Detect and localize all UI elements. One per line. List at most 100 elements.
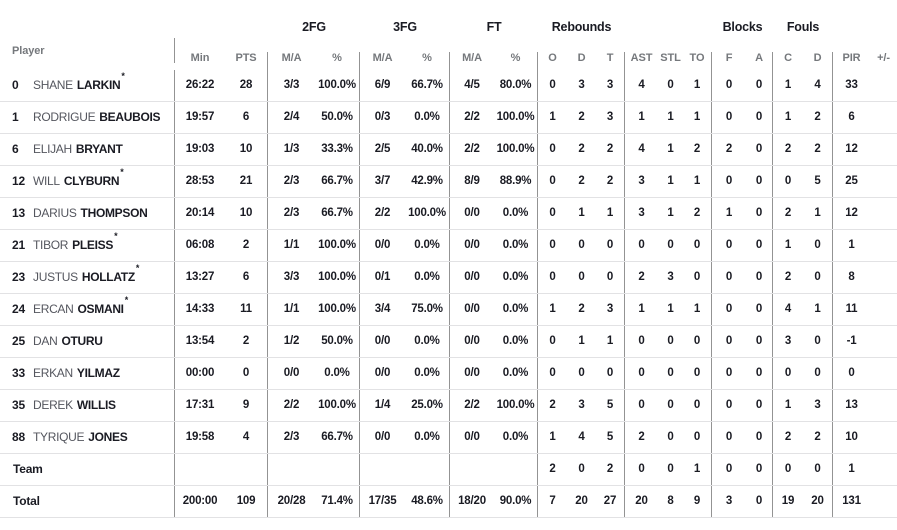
stat-blocks-for: 0 [725, 271, 733, 283]
player-cell: 21 TIBOR PLEISS* [0, 230, 175, 261]
stat-min [175, 454, 225, 485]
jersey-number: 12 [12, 174, 25, 188]
player-cell: 1 RODRIGUE BEAUBOIS [0, 102, 175, 133]
player-first-name: DAN [33, 334, 58, 348]
stat-rebound-offensive: 0 [549, 239, 556, 251]
stat-2fg-made-attempted: 1/1 [283, 303, 300, 315]
stat-rebound-total: 0 [596, 230, 625, 261]
stat-plus-minus [870, 486, 897, 517]
column-header-stl: STL [660, 52, 681, 64]
stat-min: 00:00 [185, 367, 215, 379]
stat-fouls-committed: 3 [784, 335, 792, 347]
stat-2fg-made-attempted [268, 454, 315, 485]
stat-min: 06:08 [185, 239, 215, 251]
stat-3fg-made-attempted: 0/0 [374, 335, 391, 347]
stat-rebound-defensive: 0 [578, 271, 585, 283]
column-header-reb-t: T [596, 52, 625, 70]
group-header-ft: FT [486, 20, 502, 34]
stat-3fg-made-attempted: 1/4 [374, 399, 391, 411]
stat-rebound-total: 2 [596, 454, 625, 485]
stat-2fg-made-attempted: 1/1 [283, 239, 300, 251]
stat-steals: 1 [667, 143, 674, 155]
player-row: 13 DARIUS THOMPSON 20:14 10 2/3 66.7% 2/2 100.0%… [0, 198, 897, 230]
stat-pts: 2 [225, 230, 268, 261]
player-cell: 23 JUSTUS HOLLATZ* [0, 262, 175, 293]
stat-ft-made-attempted: 2/2 [464, 111, 480, 123]
stat-steals: 3 [667, 271, 674, 283]
player-cell: 12 WILL CLYBURN* [0, 166, 175, 197]
stat-ft-made-attempted: 0/0 [464, 271, 480, 283]
stat-pts: 28 [225, 70, 268, 101]
player-first-name: DEREK [33, 398, 73, 412]
stat-fouls-committed: 0 [784, 175, 792, 187]
stat-2fg-made-attempted: 3/3 [283, 79, 300, 91]
stat-assists: 0 [638, 367, 645, 379]
stat-blocks-for: 0 [725, 399, 733, 411]
stat-assists: 1 [638, 111, 645, 123]
stat-min: 17:31 [185, 399, 215, 411]
stat-rebound-defensive: 0 [578, 239, 585, 251]
player-first-name: SHANE [33, 78, 73, 92]
stat-ft-percent: 100.0% [494, 102, 538, 133]
stat-3fg-made-attempted: 2/5 [374, 143, 391, 155]
stat-blocks-for: 0 [725, 367, 733, 379]
stat-rebound-offensive: 0 [549, 79, 556, 91]
player-last-name: JONES [88, 430, 128, 444]
stat-blocks-against: 0 [746, 454, 773, 485]
player-last-name: PLEISS [72, 238, 114, 252]
starter-marker: * [121, 71, 125, 81]
stat-fouls-drawn: 1 [803, 198, 833, 229]
stat-pir: 25 [845, 175, 858, 187]
column-header-2fg-pct: % [315, 52, 360, 70]
stat-2fg-percent: 33.3% [315, 134, 360, 165]
stat-turnovers: 0 [683, 326, 712, 357]
jersey-number: 23 [12, 270, 25, 284]
stat-pts: 10 [225, 134, 268, 165]
stat-2fg-percent: 66.7% [315, 422, 360, 453]
stat-rebound-defensive: 2 [578, 111, 585, 123]
stat-3fg-made-attempted: 0/0 [374, 239, 391, 251]
stat-min: 28:53 [185, 175, 215, 187]
stat-blocks-for: 0 [725, 431, 733, 443]
stat-pts: 2 [225, 326, 268, 357]
stat-blocks-against: 0 [746, 358, 773, 389]
stat-3fg-percent: 0.0% [405, 326, 450, 357]
stat-blocks-against: 0 [746, 70, 773, 101]
player-row: 12 WILL CLYBURN* 28:53 21 2/3 66.7% 3/7 42.9% 8/9… [0, 166, 897, 198]
team-row: Team 2 0 2 0 0 1 0 0 0 0 1 [0, 454, 897, 486]
stat-blocks-for: 0 [725, 175, 733, 187]
column-header-foul-c: C [784, 52, 792, 64]
starter-marker: * [114, 231, 118, 241]
stat-rebound-offensive: 0 [549, 335, 556, 347]
stat-steals: 0 [667, 79, 674, 91]
stat-assists: 2 [638, 431, 645, 443]
stat-3fg-percent: 75.0% [405, 294, 450, 325]
stat-2fg-percent: 50.0% [315, 326, 360, 357]
stat-fouls-committed: 1 [784, 399, 792, 411]
stat-3fg-percent: 0.0% [405, 358, 450, 389]
stat-ft-made-attempted [450, 454, 494, 485]
stat-ft-made-attempted: 0/0 [464, 239, 480, 251]
player-last-name: LARKIN [76, 78, 121, 92]
stat-blocks-against: 0 [746, 326, 773, 357]
stat-3fg-made-attempted: 0/1 [374, 271, 391, 283]
player-last-name: YILMAZ [76, 366, 120, 380]
row-label: Total [13, 494, 40, 508]
stat-3fg-percent: 0.0% [405, 102, 450, 133]
stat-blocks-for: 0 [725, 79, 733, 91]
stat-plus-minus [870, 198, 897, 229]
stat-turnovers: 2 [683, 134, 712, 165]
stat-rebound-offensive: 1 [549, 111, 556, 123]
stat-ft-percent: 0.0% [494, 230, 538, 261]
stat-2fg-made-attempted: 3/3 [283, 271, 300, 283]
player-row: 21 TIBOR PLEISS* 06:08 2 1/1 100.0% 0/0 0.0% 0/0 0… [0, 230, 897, 262]
stat-assists: 3 [638, 175, 645, 187]
player-cell: 25 DAN OTURU [0, 326, 175, 357]
stat-ft-percent: 100.0% [494, 390, 538, 421]
stat-steals: 0 [667, 463, 674, 475]
stat-pts: 6 [225, 102, 268, 133]
stat-3fg-made-attempted: 2/2 [374, 207, 391, 219]
player-last-name: THOMPSON [80, 206, 148, 220]
stat-ft-percent: 0.0% [494, 422, 538, 453]
stat-rebound-offensive: 7 [549, 495, 556, 507]
